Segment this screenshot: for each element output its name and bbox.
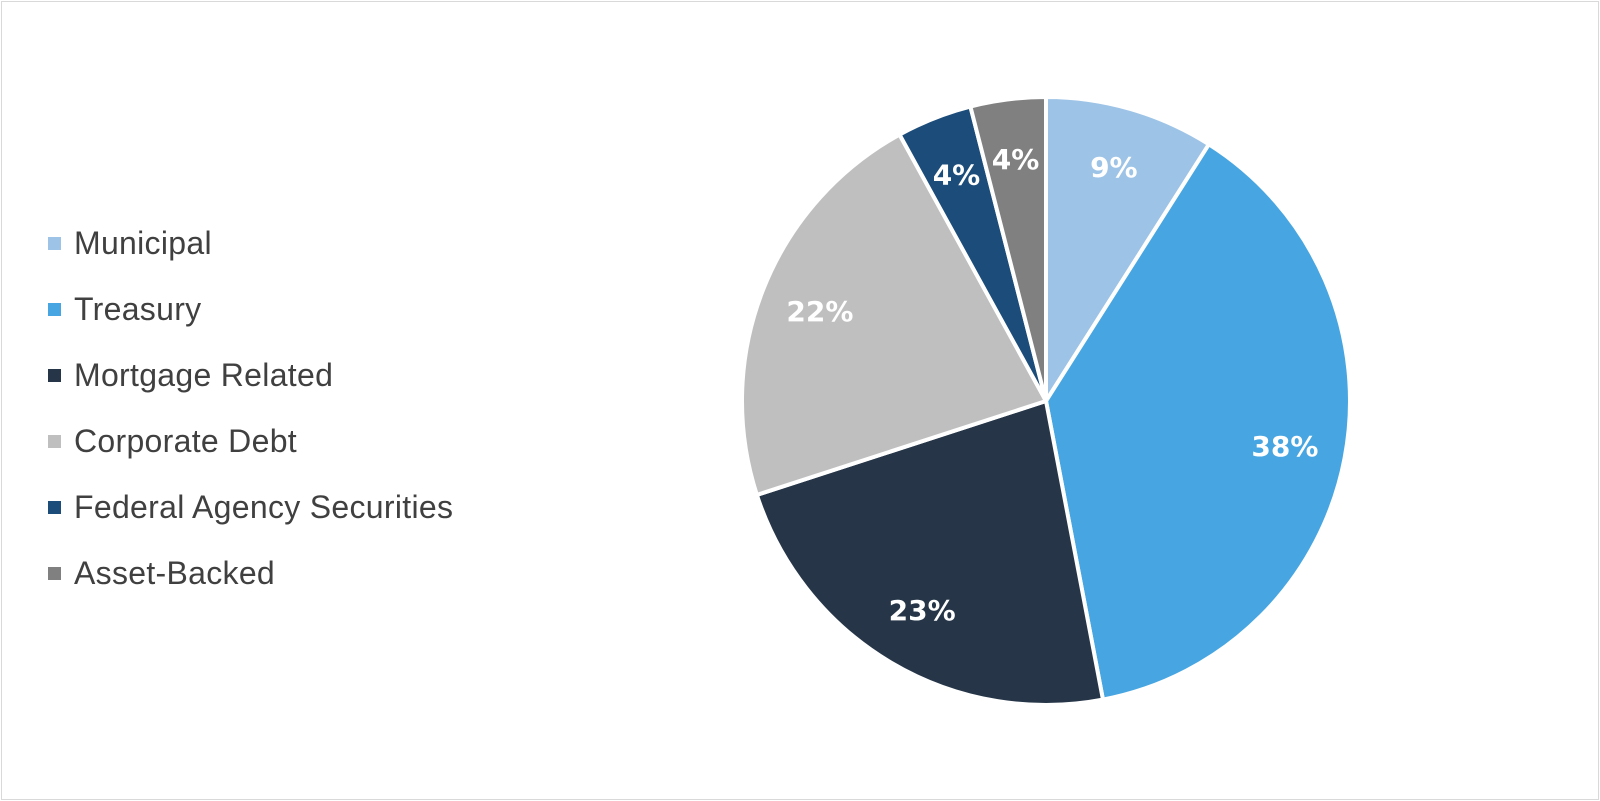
legend-item-asset-backed: Asset-Backed [48,540,453,606]
legend-swatch [48,368,61,382]
data-label-federal-agency-securities: 4% [933,158,981,191]
legend-item-corporate-debt: Corporate Debt [48,408,453,474]
legend-label: Asset-Backed [74,554,276,591]
legend-label: Mortgage Related [74,356,334,393]
legend-label: Federal Agency Securities [74,488,454,525]
legend-swatch [48,302,61,316]
pie-slice-asset-backed [968,95,1048,403]
pie-slice-corporate-debt [740,132,1048,497]
pie-slice-mortgage-related [754,399,1105,707]
legend-item-municipal: Municipal [48,210,453,276]
data-label-municipal: 9% [1090,151,1138,184]
legend: Municipal Treasury Mortgage Related Corp… [48,210,453,606]
legend-swatch [48,434,61,448]
legend-label: Treasury [74,290,202,327]
legend-swatch [48,500,61,514]
legend-label: Municipal [74,224,212,261]
legend-item-treasury: Treasury [48,276,453,342]
pie-slice-treasury [1044,142,1352,702]
data-label-mortgage-related: 23% [889,594,956,627]
legend-swatch [48,566,61,580]
legend-label: Corporate Debt [74,422,297,459]
data-label-asset-backed: 4% [992,143,1040,176]
data-label-treasury: 38% [1251,430,1318,463]
data-label-corporate-debt: 22% [786,295,853,328]
pie-slice-municipal [1044,95,1211,403]
legend-item-mortgage-related: Mortgage Related [48,342,453,408]
legend-swatch [48,236,61,250]
legend-item-federal-agency-securities: Federal Agency Securities [48,474,453,540]
